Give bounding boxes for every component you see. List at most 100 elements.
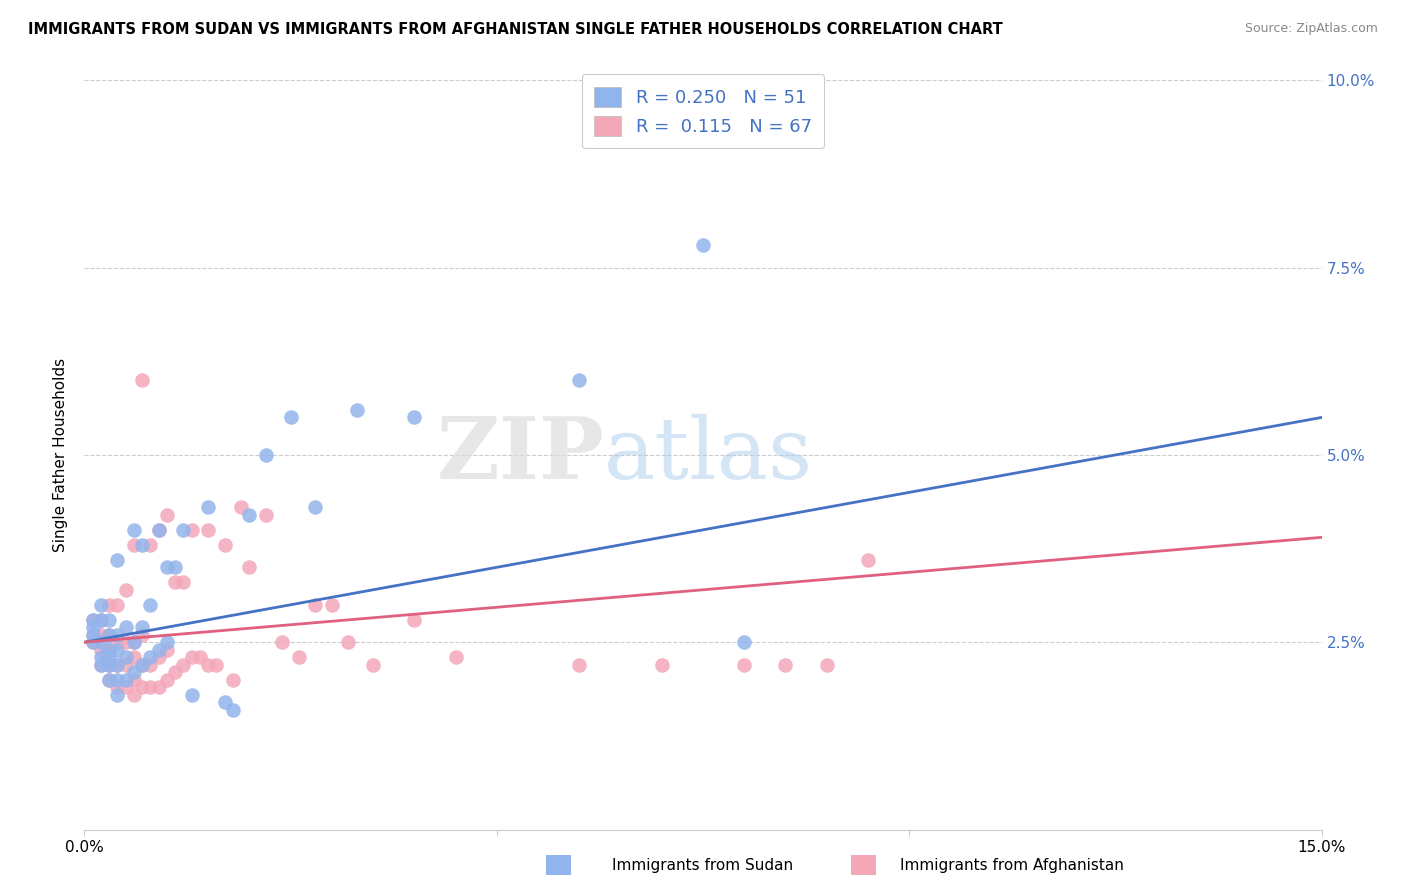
Point <box>98 673 121 687</box>
Point <box>651 657 673 672</box>
Point <box>105 688 128 702</box>
Point <box>122 688 145 702</box>
Point <box>197 657 219 672</box>
Point <box>139 657 162 672</box>
Point <box>139 650 162 665</box>
Point <box>122 538 145 552</box>
Point <box>188 650 211 665</box>
Point <box>238 508 260 522</box>
Point <box>105 680 128 694</box>
Point <box>139 598 162 612</box>
Point <box>254 508 277 522</box>
Point <box>122 635 145 649</box>
Point <box>114 582 136 597</box>
Point <box>114 635 136 649</box>
Point <box>148 523 170 537</box>
Point <box>815 657 838 672</box>
Point <box>105 657 128 672</box>
Point <box>114 680 136 694</box>
Point <box>82 635 104 649</box>
Point <box>131 657 153 672</box>
Point <box>131 620 153 634</box>
Point <box>90 657 112 672</box>
Point <box>197 500 219 515</box>
Point <box>105 553 128 567</box>
Point <box>98 628 121 642</box>
Point <box>90 613 112 627</box>
Point <box>131 538 153 552</box>
Point <box>271 635 294 649</box>
Point <box>404 613 426 627</box>
Point <box>98 657 121 672</box>
Point <box>114 650 136 665</box>
Point <box>105 628 128 642</box>
Point <box>98 657 121 672</box>
Point <box>444 650 467 665</box>
Point <box>114 657 136 672</box>
Point <box>148 523 170 537</box>
Point <box>288 650 311 665</box>
Point <box>148 642 170 657</box>
Point <box>98 650 121 665</box>
Point <box>733 635 755 649</box>
Point <box>82 628 104 642</box>
Text: IMMIGRANTS FROM SUDAN VS IMMIGRANTS FROM AFGHANISTAN SINGLE FATHER HOUSEHOLDS CO: IMMIGRANTS FROM SUDAN VS IMMIGRANTS FROM… <box>28 22 1002 37</box>
Point <box>105 635 128 649</box>
Point <box>90 642 112 657</box>
Point <box>172 523 194 537</box>
Point <box>131 628 153 642</box>
Point <box>254 448 277 462</box>
Point <box>148 680 170 694</box>
Point <box>82 613 104 627</box>
Point <box>90 657 112 672</box>
Point <box>197 523 219 537</box>
Point <box>131 680 153 694</box>
Point <box>105 657 128 672</box>
Point <box>122 650 145 665</box>
Point <box>361 657 384 672</box>
Point <box>105 673 128 687</box>
Point <box>165 560 187 574</box>
Point <box>98 613 121 627</box>
Point <box>122 635 145 649</box>
Point <box>90 628 112 642</box>
Point <box>205 657 228 672</box>
Point <box>180 688 202 702</box>
Point <box>98 673 121 687</box>
Point <box>304 598 326 612</box>
Point <box>180 650 202 665</box>
Point <box>90 635 112 649</box>
Point <box>280 410 302 425</box>
Point <box>692 238 714 252</box>
Point <box>90 650 112 665</box>
Point <box>98 598 121 612</box>
Point <box>82 628 104 642</box>
Point <box>90 598 112 612</box>
Point <box>214 538 236 552</box>
Point <box>98 628 121 642</box>
Point <box>156 560 179 574</box>
Text: Immigrants from Sudan: Immigrants from Sudan <box>613 858 793 872</box>
Point <box>156 673 179 687</box>
Point <box>180 523 202 537</box>
Point <box>122 673 145 687</box>
Point <box>165 575 187 590</box>
Text: Immigrants from Afghanistan: Immigrants from Afghanistan <box>900 858 1125 872</box>
Point <box>82 620 104 634</box>
Point <box>82 613 104 627</box>
Point <box>321 598 343 612</box>
Point <box>156 635 179 649</box>
Point <box>131 657 153 672</box>
Point <box>122 665 145 680</box>
Legend: R = 0.250   N = 51, R =  0.115   N = 67: R = 0.250 N = 51, R = 0.115 N = 67 <box>582 74 824 148</box>
Point <box>114 673 136 687</box>
Point <box>775 657 797 672</box>
Point <box>156 508 179 522</box>
Point <box>139 538 162 552</box>
Point <box>122 523 145 537</box>
Point <box>105 598 128 612</box>
Point <box>90 613 112 627</box>
Point <box>105 642 128 657</box>
Point <box>568 657 591 672</box>
Point <box>568 373 591 387</box>
